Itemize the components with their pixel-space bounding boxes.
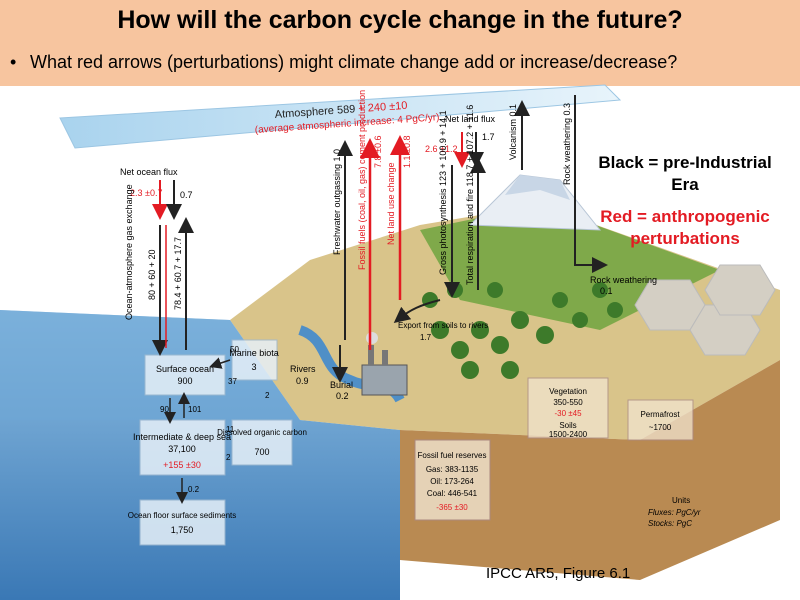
svg-text:Gas: 383-1135: Gas: 383-1135 (426, 465, 479, 474)
svg-text:700: 700 (254, 447, 269, 457)
export-soils-label: Export from soils to rivers (398, 321, 488, 330)
rock-weathering-flux: Rock weathering 0.3 (562, 103, 572, 185)
svg-text:Units: Units (672, 496, 690, 505)
flux-101: 101 (188, 405, 202, 414)
rock-weathering-arrow (574, 95, 608, 273)
freshwater-label: Freshwater outgassing 1.0 (332, 149, 342, 255)
atmosphere-label: Atmosphere 589 + 240 ±10 (274, 100, 407, 121)
permafrost-tiles (634, 264, 776, 356)
ocean-up-values: 78.4 + 60.7 + 17.7 (173, 237, 183, 310)
svg-text:+155 ±30: +155 ±30 (163, 460, 201, 470)
surface-ocean-box: Surface ocean 900 (144, 354, 226, 396)
flux-37: 37 (228, 377, 237, 386)
flux-11: 11 (226, 425, 235, 434)
rivers-value: 0.9 (296, 376, 309, 386)
svg-text:Permafrost: Permafrost (640, 410, 680, 419)
volcanism-label: Volcanism 0.1 (508, 104, 518, 160)
svg-text:-365 ±30: -365 ±30 (436, 503, 468, 512)
svg-text:Coal: 446-541: Coal: 446-541 (427, 489, 478, 498)
vegetation-box: Vegetation 350-550 -30 ±45 Soils 1500-24… (527, 377, 609, 439)
land-use-value: 1.1 ±0.8 (402, 136, 412, 168)
net-land-flux-label: Net land flux (445, 114, 496, 124)
net-ocean-black: 0.7 (180, 190, 193, 200)
bullet-point: • What red arrows (perturbations) might c… (10, 52, 677, 73)
net-ocean-flux-label: Net ocean flux (120, 167, 178, 177)
citation: IPCC AR5, Figure 6.1 (486, 565, 631, 582)
factory-icon (361, 332, 408, 396)
flux-2: 2 (265, 391, 270, 400)
biota-flux-arrow (209, 357, 231, 369)
flux-sed: 0.2 (188, 485, 200, 494)
title-band (0, 0, 800, 86)
legend-red: Red = anthropogenic perturbations (600, 207, 770, 248)
svg-text:Vegetation: Vegetation (549, 387, 587, 396)
rock-weathering-label: Rock weathering (590, 275, 657, 285)
forest (422, 282, 623, 379)
gpp-label: Gross photosynthesis 123 + 100.9 + 14.1 (438, 110, 448, 275)
permafrost-box: Permafrost ~1700 (627, 399, 694, 441)
ocean-down-values: 80 + 60 + 20 (147, 249, 157, 300)
ocean-exchange-label: Ocean-atmosphere gas exchange (124, 184, 134, 320)
svg-text:350-550: 350-550 (553, 398, 583, 407)
svg-text:Ocean floor surface sediments: Ocean floor surface sediments (128, 511, 237, 520)
svg-text:Oil: 173-264: Oil: 173-264 (430, 477, 474, 486)
fossil-fuel-value: 7.8 ±0.6 (373, 136, 383, 168)
deep-sea-box: Intermediate & deep sea 37,100 +155 ±30 (133, 419, 231, 476)
svg-text:Fluxes: PgC/yr: Fluxes: PgC/yr (648, 508, 701, 517)
burial-label: Burial (330, 380, 353, 390)
bullet-text: What red arrows (perturbations) might cl… (30, 52, 678, 72)
svg-text:900: 900 (177, 376, 192, 386)
svg-text:~1700: ~1700 (649, 423, 672, 432)
flux-90: 90 (160, 405, 169, 414)
respiration-label: Total respiration and fire 118.7 + 107.2… (465, 105, 475, 285)
rivers-label: Rivers (290, 364, 316, 374)
flux-2b: 2 (226, 453, 231, 462)
svg-text:1500-2400: 1500-2400 (549, 430, 588, 439)
svg-text:3: 3 (251, 362, 256, 372)
net-land-black: 1.7 (482, 132, 495, 142)
svg-text:Dissolved organic carbon: Dissolved organic carbon (217, 428, 307, 437)
export-soils-value: 1.7 (420, 333, 432, 342)
net-land-red: 2.6 ±1.2 (425, 144, 457, 154)
svg-text:Fossil fuel reserves: Fossil fuel reserves (418, 451, 487, 460)
svg-text:37,100: 37,100 (168, 444, 196, 454)
svg-text:1,750: 1,750 (171, 525, 194, 535)
svg-text:Stocks: PgC: Stocks: PgC (648, 519, 692, 528)
flux-50: 50 (230, 345, 239, 354)
slide-title: How will the carbon cycle change in the … (117, 6, 683, 34)
fossil-fuel-label: Fossil fuels (coal, oil, gas) cement pro… (357, 90, 367, 270)
svg-text:-30 ±45: -30 ±45 (554, 409, 582, 418)
units-note: Units Fluxes: PgC/yr Stocks: PgC (648, 496, 701, 528)
svg-text:Soils: Soils (559, 421, 576, 430)
net-ocean-red: 2.3 ±0.7 (130, 188, 162, 198)
legend-black: Black = pre-Industrial Era (598, 153, 772, 194)
fossil-reserves-box: Fossil fuel reserves Gas: 383-1135 Oil: … (414, 439, 491, 521)
svg-text:Intermediate & deep sea: Intermediate & deep sea (133, 432, 231, 442)
atmosphere-slab (59, 84, 622, 149)
sediments-box: Ocean floor surface sediments 1,750 (128, 499, 237, 546)
land-use-label: Net land use change (386, 162, 396, 245)
export-soils-arrow (393, 299, 441, 323)
rock-weathering-value: 0.1 (600, 286, 613, 296)
bullet-marker: • (10, 52, 17, 72)
doc-box: Dissolved organic carbon 700 (217, 419, 307, 466)
svg-text:Marine biota: Marine biota (229, 348, 279, 358)
marine-biota-box: Marine biota 3 (229, 339, 279, 381)
svg-text:Surface ocean: Surface ocean (156, 364, 214, 374)
burial-value: 0.2 (336, 391, 349, 401)
